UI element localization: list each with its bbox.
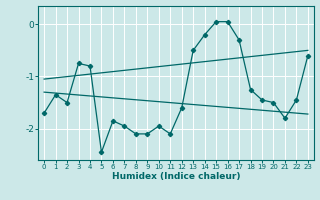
X-axis label: Humidex (Indice chaleur): Humidex (Indice chaleur) <box>112 172 240 181</box>
